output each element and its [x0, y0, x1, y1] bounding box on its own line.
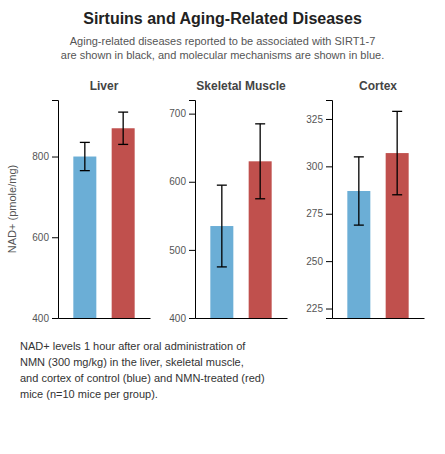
y-tick-label: 325 [306, 114, 323, 125]
y-tick: 250 [306, 256, 332, 267]
group-title: Skeletal Muscle [196, 79, 286, 93]
error-bar-cap [255, 123, 265, 124]
chart: Sirtuins and Aging-Related Diseases Aging… [0, 0, 445, 454]
error-bar-cap [354, 156, 364, 157]
title: Sirtuins and Aging-Related Diseases [83, 10, 362, 27]
y-tick-label: 600 [32, 232, 49, 243]
error-bar-cap [217, 266, 227, 267]
x-axis [333, 318, 425, 320]
y-tick-label: 250 [306, 256, 323, 267]
error-bar-stem [260, 124, 261, 199]
y-tick: 400 [169, 313, 195, 324]
y-tick-mark [326, 214, 332, 215]
y-tick: 300 [306, 161, 332, 172]
y-tick-mark [189, 114, 195, 115]
y-tick-label: 400 [169, 313, 186, 324]
y-tick-label: 400 [32, 313, 49, 324]
error-bar-stem [84, 142, 85, 170]
panel: 400 500 600 700 Skeletal Muscle [169, 79, 287, 324]
y-tick-mark [52, 157, 58, 158]
marks [73, 112, 134, 318]
y-tick: 600 [169, 176, 195, 187]
y-tick-mark [189, 318, 195, 319]
group-title: Liver [90, 79, 119, 93]
y-tick: 275 [306, 208, 332, 219]
y-tick-mark [189, 182, 195, 183]
y-tick-label: 225 [306, 303, 323, 314]
y-axis-line [52, 101, 59, 319]
group-title: Cortex [359, 79, 397, 93]
y-axis: 400 600 800 [32, 101, 58, 324]
y-tick-mark [52, 237, 58, 238]
error-bar-cap [255, 198, 265, 199]
y-tick: 400 [32, 313, 58, 324]
y-tick-mark [326, 166, 332, 167]
y-axis: 225 250 275 300 325 [306, 101, 332, 319]
x-axis-line [333, 318, 425, 319]
y-tick-mark [326, 309, 332, 310]
x-axis-line [59, 318, 151, 319]
error-bar-cap [118, 111, 128, 112]
y-tick-label: 275 [306, 208, 323, 219]
y-tick-label: 700 [169, 108, 186, 119]
error-bar [354, 157, 364, 225]
error-bar-stem [123, 112, 124, 144]
error-bar [255, 124, 265, 199]
panel: 225 250 275 300 325 Cortex [306, 79, 424, 319]
y-tick-label: 600 [169, 176, 186, 187]
x-axis [59, 318, 151, 320]
error-bar-cap [80, 142, 90, 143]
bar [73, 157, 96, 318]
y-tick: 325 [306, 114, 332, 125]
error-bar-stem [397, 111, 398, 194]
error-bar-cap [80, 170, 90, 171]
error-bar-stem [358, 157, 359, 225]
footnote: mice (n=10 mice per group). [20, 388, 158, 400]
error-bar [80, 142, 90, 170]
y-tick: 500 [169, 245, 195, 256]
y-tick-label: 500 [169, 245, 186, 256]
error-bar-cap [354, 224, 364, 225]
bar [112, 128, 135, 318]
y-tick-mark [326, 261, 332, 262]
error-bar [118, 112, 128, 144]
y-tick: 800 [32, 151, 58, 162]
y-axis: 400 500 600 700 [169, 101, 195, 324]
error-bar-cap [118, 144, 128, 145]
y-tick: 600 [32, 232, 58, 243]
y-tick-mark [189, 250, 195, 251]
y-tick-mark [326, 119, 332, 120]
error-bar-cap [217, 185, 227, 186]
error-bar [217, 185, 227, 267]
y-axis-line [189, 101, 196, 319]
footnote: NMN (300 mg/kg) in the liver, skeletal m… [20, 356, 244, 368]
subtitle: Aging-related diseases reported to be as… [70, 35, 376, 47]
y-tick: 225 [306, 303, 332, 314]
y-axis-title: NAD+ (pmole/mg) [6, 165, 18, 253]
y-axis-line [326, 101, 333, 319]
x-axis-line [196, 318, 288, 319]
error-bar [392, 111, 402, 194]
y-tick: 700 [169, 108, 195, 119]
subtitle: are shown in black, and molecular mechan… [61, 49, 384, 61]
y-tick-label: 800 [32, 151, 49, 162]
footnote: NAD+ levels 1 hour after oral administra… [20, 340, 246, 352]
footnote: and cortex of control (blue) and NMN-tre… [20, 372, 265, 384]
panel: 400 600 800 Liver NAD+ (pmole/mg) [6, 79, 151, 324]
y-tick-mark [52, 318, 58, 319]
error-bar-cap [392, 111, 402, 112]
marks [210, 124, 271, 318]
y-tick-label: 300 [306, 161, 323, 172]
marks [347, 111, 408, 318]
error-bar-stem [221, 185, 222, 267]
x-axis [196, 318, 288, 320]
error-bar-cap [392, 194, 402, 195]
